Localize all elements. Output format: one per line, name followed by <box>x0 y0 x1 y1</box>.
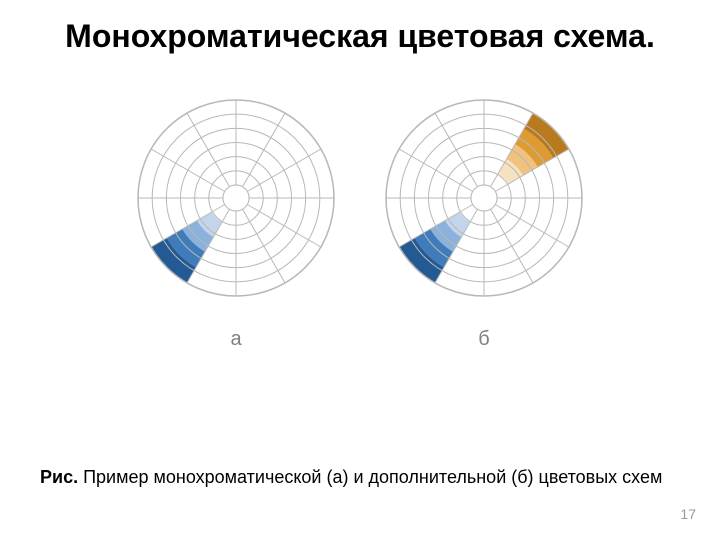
wheel-b-box: б <box>369 83 599 351</box>
color-wheel-a <box>121 83 351 318</box>
wheel-row: а б <box>40 83 680 351</box>
figure-caption-body: Пример монохроматической (а) и дополните… <box>83 467 662 487</box>
page-number: 17 <box>680 506 696 522</box>
color-wheel-b <box>369 83 599 318</box>
figure-caption: Рис. Пример монохроматической (а) и допо… <box>40 467 680 488</box>
figure-caption-prefix: Рис. <box>40 467 83 487</box>
wheel-a-sublabel: а <box>230 328 241 351</box>
slide-title: Монохроматическая цветовая схема. <box>40 18 680 55</box>
wheel-a-box: а <box>121 83 351 351</box>
wheel-b-sublabel: б <box>478 328 489 351</box>
slide: Монохроматическая цветовая схема. а б Ри… <box>0 0 720 540</box>
